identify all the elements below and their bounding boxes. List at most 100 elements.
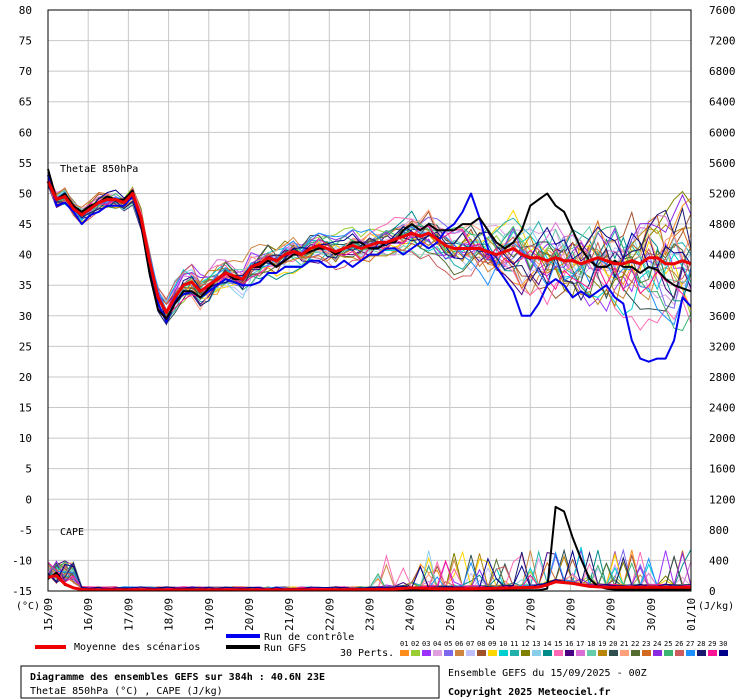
right-axis: 7600720068006400600056005200480044004000… (709, 4, 736, 598)
gfs-thetae-line (47, 168, 692, 320)
perturbation-swatch (466, 650, 475, 656)
perturbation-swatch (543, 650, 552, 656)
perturbation-swatch (499, 650, 508, 656)
mean-thetae-line (46, 180, 692, 315)
right-tick-label: 2800 (709, 371, 736, 384)
perturbation-number: 27 (686, 640, 694, 648)
perturbation-swatch (653, 650, 662, 656)
perturbation-swatch (587, 650, 596, 656)
perturbation-number: 16 (565, 640, 573, 648)
perturbation-swatch (554, 650, 563, 656)
perturbation-number: 12 (521, 640, 529, 648)
left-tick-label: 65 (19, 96, 32, 109)
x-tick-label: 20/09 (243, 598, 256, 631)
perturbation-number: 04 (433, 640, 441, 648)
perturbation-number: 20 (609, 640, 617, 648)
run-info: Ensemble GEFS du 15/09/2025 - 00Z (448, 668, 647, 679)
right-tick-label: 4800 (709, 218, 736, 231)
x-tick-label: 22/09 (323, 598, 336, 631)
mean-cape-line (47, 574, 691, 592)
perturbation-number: 18 (587, 640, 595, 648)
right-tick-label: 400 (709, 554, 729, 567)
perturbation-swatch (455, 650, 464, 656)
perturbation-swatch (631, 650, 640, 656)
left-tick-label: 0 (25, 493, 32, 506)
x-tick-label: 16/09 (82, 598, 95, 631)
perturbation-number: 05 (444, 640, 452, 648)
left-axis-unit: (°C) (16, 601, 40, 612)
left-tick-label: 70 (19, 65, 32, 78)
right-tick-label: 4000 (709, 279, 736, 292)
right-tick-label: 0 (709, 585, 716, 598)
right-tick-label: 1600 (709, 463, 736, 476)
perturbation-swatch (686, 650, 695, 656)
left-tick-label: 40 (19, 249, 32, 262)
left-tick-label: 30 (19, 310, 32, 323)
perturbation-swatch (400, 650, 409, 656)
left-tick-label: -10 (12, 554, 32, 567)
plot-frame (47, 9, 692, 592)
perturbation-swatch (719, 650, 728, 656)
perturbation-legend: 01 02 03 04 05 06 07 08 09 10 11 12 13 14 15 16 17 18 19 20… (400, 640, 728, 656)
left-tick-label: -5 (19, 524, 32, 537)
left-tick-label: 25 (19, 340, 32, 353)
perturbation-swatch (697, 650, 706, 656)
x-axis: 15/09 16/09 17/09 18/09 19/09 20/09 21/09 22/09… (42, 598, 698, 631)
right-tick-label: 5200 (709, 187, 736, 200)
perturbation-swatch (444, 650, 453, 656)
right-tick-label: 800 (709, 524, 729, 537)
perturbation-number: 02 (411, 640, 419, 648)
perturbation-number: 08 (477, 640, 485, 648)
perturbation-number: 29 (708, 640, 716, 648)
main-series-lines (46, 168, 692, 592)
left-tick-label: 35 (19, 279, 32, 292)
left-tick-label: 10 (19, 432, 32, 445)
perturbation-number: 30 (719, 640, 727, 648)
perturbation-number: 03 (422, 640, 430, 648)
perturbation-number: 10 (499, 640, 507, 648)
perturbation-swatch (642, 650, 651, 656)
perturbation-swatch (576, 650, 585, 656)
x-tick-label: 30/09 (645, 598, 658, 631)
x-tick-label: 24/09 (404, 598, 417, 631)
perturbation-number: 22 (631, 640, 639, 648)
perturbation-swatch (532, 650, 541, 656)
x-tick-label: 18/09 (163, 598, 176, 631)
perturbation-swatch (488, 650, 497, 656)
perturbation-swatch (598, 650, 607, 656)
perturbation-swatch (675, 650, 684, 656)
thetae-panel-label: ThetaE 850hPa (60, 164, 138, 175)
perturbation-number: 14 (543, 640, 551, 648)
perturbation-swatch (411, 650, 420, 656)
right-tick-label: 1200 (709, 493, 736, 506)
right-tick-label: 6400 (709, 96, 736, 109)
perturbation-number: 15 (554, 640, 562, 648)
perturbation-swatch (620, 650, 629, 656)
perturbation-number: 28 (697, 640, 705, 648)
x-tick-label: 01/10 (685, 598, 698, 631)
perturbation-number: 25 (664, 640, 672, 648)
left-tick-label: 80 (19, 4, 32, 17)
perturbation-swatch (422, 650, 431, 656)
perturbations-label: 30 Perts. (340, 648, 394, 659)
chart-subtitle: ThetaE 850hPa (°C) , CAPE (J/kg) (30, 686, 223, 697)
left-tick-label: 20 (19, 371, 32, 384)
x-tick-label: 19/09 (203, 598, 216, 631)
chart-title: Diagramme des ensembles GEFS sur 384h : … (30, 671, 325, 683)
left-tick-label: 55 (19, 157, 32, 170)
perturbation-swatch (477, 650, 486, 656)
perturbation-swatch (521, 650, 530, 656)
perturbation-number: 07 (466, 640, 474, 648)
left-tick-label: -15 (12, 585, 32, 598)
legend-gfs-label: Run GFS (264, 643, 306, 654)
perturbation-swatch (609, 650, 618, 656)
right-tick-label: 3600 (709, 310, 736, 323)
right-tick-label: 5600 (709, 157, 736, 170)
title-box (20, 665, 440, 699)
perturbation-swatch (708, 650, 717, 656)
perturbation-number: 09 (488, 640, 496, 648)
perturbation-number: 21 (620, 640, 628, 648)
perturbation-number: 17 (576, 640, 584, 648)
left-tick-label: 5 (25, 463, 32, 476)
perturbation-swatch (510, 650, 519, 656)
